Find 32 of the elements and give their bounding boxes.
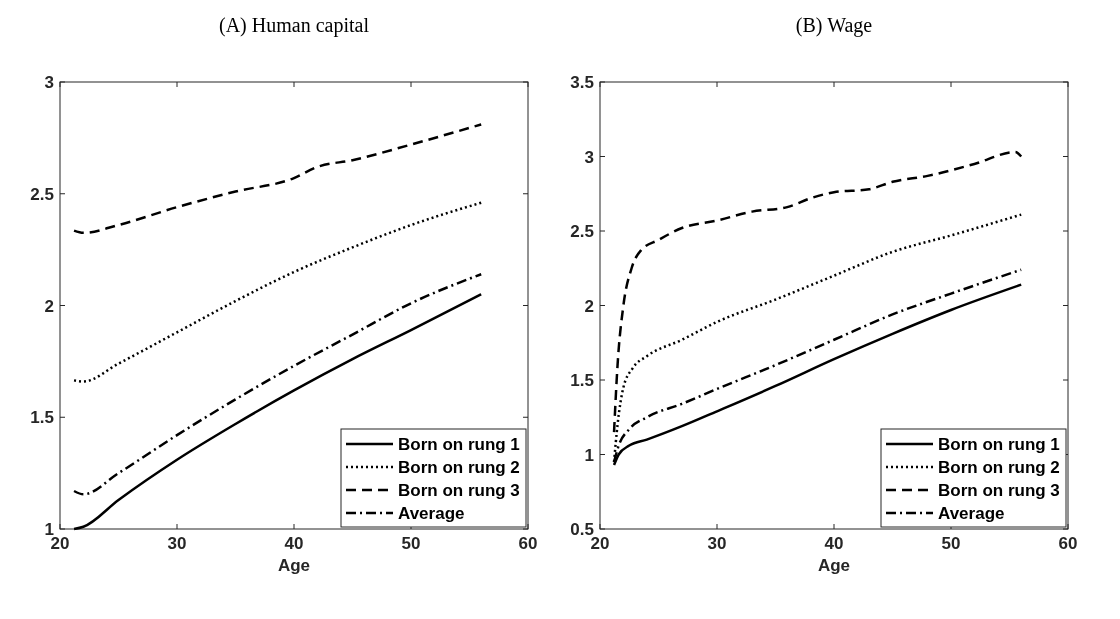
x-tick-label: 20 bbox=[590, 534, 610, 553]
x-axis-title: Age bbox=[817, 556, 851, 575]
y-tick-label: 2.5 bbox=[570, 222, 594, 241]
chart-title: (B) Wage bbox=[795, 14, 873, 37]
legend-label: Born on rung 3 bbox=[398, 481, 520, 500]
y-tick-label: 3.5 bbox=[570, 73, 594, 92]
y-tick-label: 3 bbox=[584, 147, 594, 167]
y-tick-label: 1.5 bbox=[30, 408, 54, 428]
y-tick-label: 2.5 bbox=[30, 184, 54, 204]
y-tick-label: 1.5 bbox=[570, 371, 594, 390]
x-tick-label: 40 bbox=[824, 534, 844, 553]
legend-label: Born on rung 1 bbox=[938, 435, 1060, 454]
x-tick-label: 60 bbox=[518, 534, 538, 553]
legend-label: Average bbox=[398, 504, 465, 523]
legend-label: Born on rung 2 bbox=[398, 458, 520, 477]
y-tick-label: 3 bbox=[44, 73, 54, 92]
legend-label: Born on rung 3 bbox=[938, 481, 1060, 500]
x-axis-title: Age bbox=[277, 556, 311, 575]
y-tick-label: 2 bbox=[584, 296, 594, 316]
legend-label: Average bbox=[938, 504, 1005, 523]
x-tick-label: 50 bbox=[401, 534, 421, 553]
chart-title: (A) Human capital bbox=[219, 14, 370, 37]
x-tick-label: 20 bbox=[50, 534, 70, 553]
x-tick-label: 30 bbox=[707, 534, 727, 553]
y-tick-label: 2 bbox=[44, 296, 54, 316]
legend-label: Born on rung 2 bbox=[938, 458, 1060, 477]
legend-label: Born on rung 1 bbox=[398, 435, 520, 454]
x-tick-label: 40 bbox=[284, 534, 304, 553]
x-tick-label: 50 bbox=[941, 534, 961, 553]
y-tick-label: 1 bbox=[584, 445, 594, 465]
x-tick-label: 30 bbox=[167, 534, 187, 553]
x-tick-label: 60 bbox=[1058, 534, 1078, 553]
